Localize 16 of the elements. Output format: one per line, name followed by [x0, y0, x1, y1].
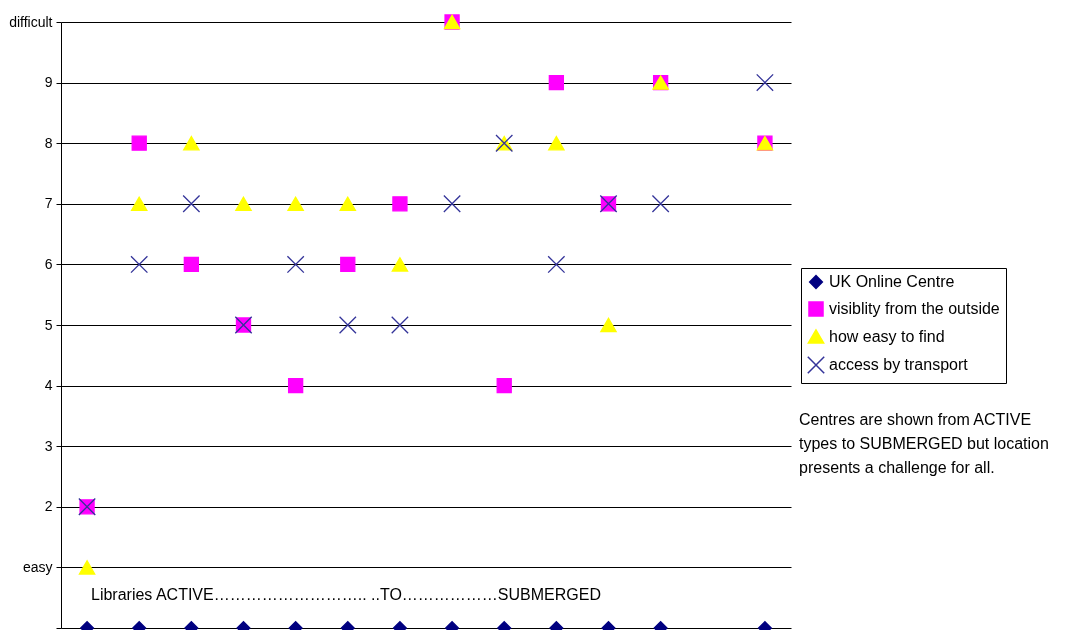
y-tick-label: 6	[44, 255, 53, 272]
y-tick-label: 7	[44, 195, 53, 212]
y-tick-label: 9	[44, 74, 53, 91]
y-tick-label: 4	[44, 377, 53, 394]
y-tick-label: difficult	[9, 13, 53, 30]
legend-label: access by transport	[829, 356, 969, 373]
legend-label: UK Online Centre	[829, 273, 955, 290]
y-tick-label: 8	[44, 134, 53, 151]
legend-label: visiblity from the outside	[829, 300, 1000, 317]
y-tick-label: 3	[44, 437, 53, 454]
y-tick-label: 5	[44, 316, 53, 333]
text: Centres are shown from ACTIVE types to SUBMERGED but location presents a challenge for all.	[799, 411, 1049, 476]
annotation: Libraries ACTIVE……………………….. ..TO………………SUBMERGED	[91, 585, 601, 603]
legend-label: how easy to find	[829, 327, 945, 345]
y-tick-label: easy	[22, 558, 53, 575]
y-tick-label: 2	[44, 498, 53, 515]
